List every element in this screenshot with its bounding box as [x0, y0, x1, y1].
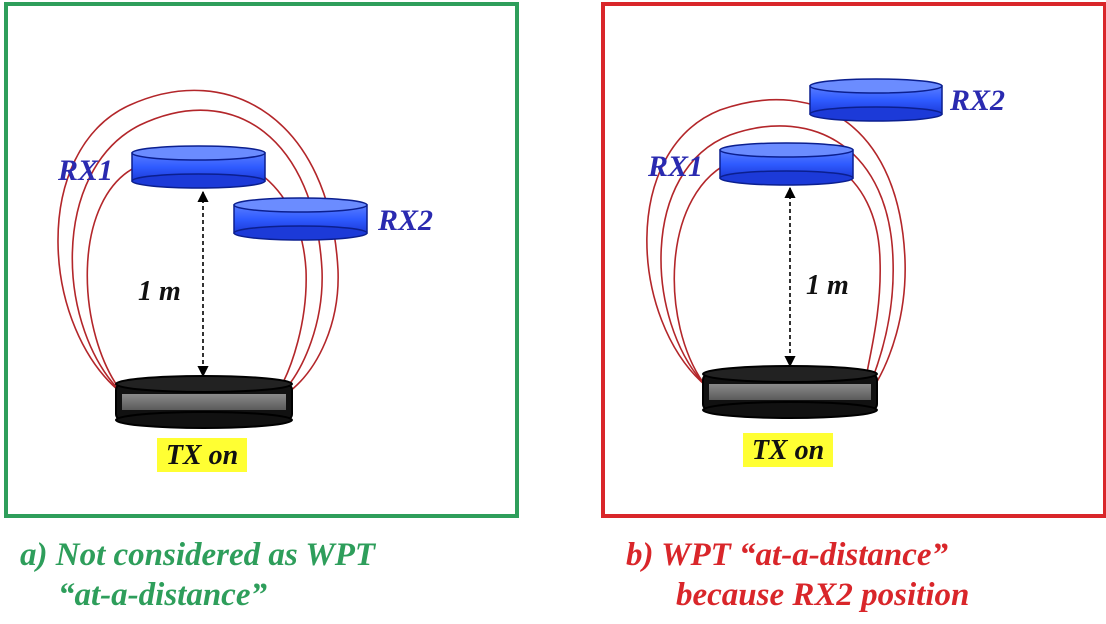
distance-label-b: 1 m	[806, 270, 849, 301]
rx2-label-a: RX2	[377, 204, 433, 237]
caption-b-line2: because RX2 position	[676, 577, 969, 613]
panel-b: RX1 RX2 1 m TX on b) WPT “at-a-distance”…	[601, 2, 1106, 613]
rx2-label-b: RX2	[949, 84, 1005, 117]
caption-b-line1: b) WPT “at-a-distance”	[626, 537, 948, 573]
panel-b-frame	[601, 2, 1106, 518]
caption-a-line2: “at-a-distance”	[58, 577, 267, 613]
tx-highlight-a	[157, 438, 247, 472]
rx2-coil-b	[809, 78, 943, 122]
field-lines-a	[57, 89, 339, 396]
tx-label-a: TX on	[166, 440, 238, 471]
tx-label-b: TX on	[752, 435, 824, 466]
rx2-coil-a	[233, 197, 368, 241]
panel-a-frame	[4, 2, 519, 518]
tx-coil-a	[115, 375, 293, 429]
tx-coil-b	[702, 365, 878, 419]
rx1-coil-a	[131, 145, 266, 189]
rx1-coil-b	[719, 142, 854, 186]
rx1-label-b: RX1	[647, 150, 703, 183]
distance-label-a: 1 m	[138, 276, 181, 307]
caption-a-line1: a) Not considered as WPT	[20, 537, 377, 573]
tx-highlight-b	[743, 433, 833, 467]
rx1-label-a: RX1	[57, 154, 113, 187]
panel-a: RX1 RX2 1 m TX on a) Not considered as W…	[4, 2, 519, 613]
